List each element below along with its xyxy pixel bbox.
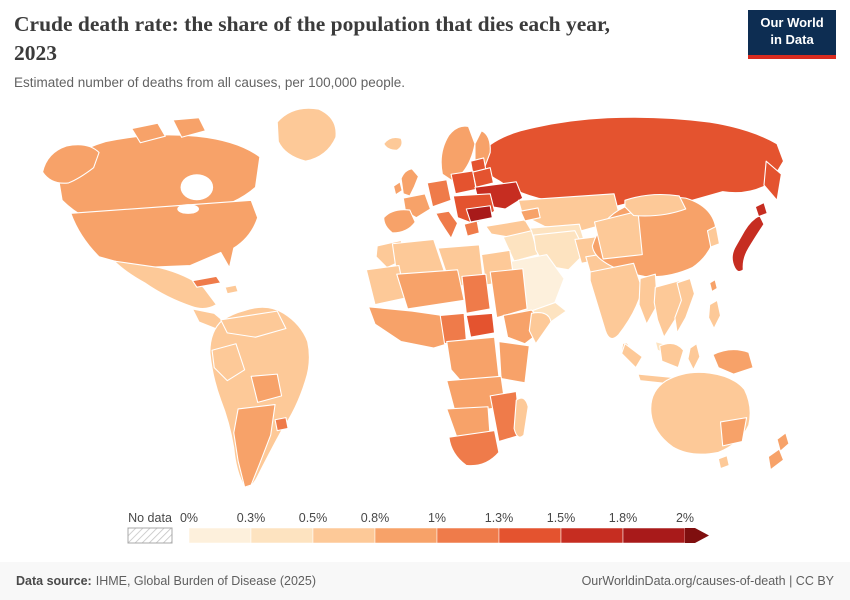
- region-canada-arctic-1[interactable]: [131, 122, 166, 144]
- legend-swatch-0[interactable]: [188, 527, 252, 544]
- region-serbia-bulgaria[interactable]: [465, 205, 493, 223]
- region-sudan[interactable]: [489, 268, 528, 319]
- region-east-africa[interactable]: [498, 341, 530, 384]
- region-australia-southeast[interactable]: [719, 417, 748, 447]
- region-ireland[interactable]: [392, 181, 403, 196]
- region-peru[interactable]: [211, 343, 246, 382]
- region-new-zealand-north[interactable]: [776, 432, 790, 452]
- region-russia[interactable]: [474, 116, 785, 210]
- footer-bar: Data source: IHME, Global Burden of Disea…: [0, 562, 850, 600]
- region-greece[interactable]: [463, 220, 480, 237]
- map-legend: No data 0% 0.3% 0.5% 0.8% 1% 1.3% 1.5% 1…: [120, 510, 730, 552]
- region-iberia[interactable]: [383, 209, 416, 234]
- region-argentina[interactable]: [233, 404, 276, 488]
- region-philippines[interactable]: [708, 299, 722, 330]
- legend-swatch-7[interactable]: [622, 527, 686, 544]
- legend-tick-5: 1.3%: [485, 511, 514, 525]
- region-south-korea[interactable]: [706, 225, 720, 248]
- region-usa[interactable]: [70, 199, 259, 269]
- region-somalia[interactable]: [528, 312, 552, 345]
- region-kamchatka[interactable]: [763, 160, 782, 201]
- region-myanmar[interactable]: [638, 273, 659, 325]
- legend-swatch-5[interactable]: [498, 527, 562, 544]
- region-cuba[interactable]: [191, 275, 222, 288]
- region-vietnam[interactable]: [674, 277, 695, 334]
- legend-tick-1: 0.3%: [237, 511, 266, 525]
- region-scandinavia[interactable]: [440, 125, 476, 182]
- legend-tick-2: 0.5%: [299, 511, 328, 525]
- region-indonesia-sulawesi[interactable]: [687, 343, 701, 371]
- region-south-africa[interactable]: [448, 430, 500, 467]
- chart-header: Crude death rate: the share of the popul…: [14, 10, 730, 90]
- legend-tick-3: 0.8%: [361, 511, 390, 525]
- region-mali-niger[interactable]: [396, 269, 465, 310]
- legend-tick-4: 1%: [428, 511, 446, 525]
- region-bolivia-paraguay[interactable]: [250, 373, 283, 403]
- owid-logo-line1: Our World: [760, 15, 824, 30]
- region-west-china[interactable]: [593, 210, 643, 260]
- region-india[interactable]: [589, 262, 643, 340]
- legend-no-data-swatch[interactable]: [127, 527, 173, 544]
- region-central-african-republic[interactable]: [465, 312, 496, 338]
- region-colombia-venezuela[interactable]: [220, 310, 287, 338]
- region-mauritania[interactable]: [365, 264, 406, 306]
- legend-swatch-4[interactable]: [436, 527, 500, 544]
- region-japan[interactable]: [731, 214, 765, 273]
- legend-swatch-2[interactable]: [312, 527, 376, 544]
- region-central-europe[interactable]: [426, 179, 452, 208]
- world-map: [28, 96, 822, 498]
- region-indonesia-borneo[interactable]: [659, 342, 685, 369]
- legend-swatch-1[interactable]: [250, 527, 314, 544]
- region-nigeria[interactable]: [439, 312, 467, 345]
- region-mexico[interactable]: [113, 260, 217, 310]
- region-canada-arctic-2[interactable]: [172, 117, 207, 138]
- legend-tick-6: 1.5%: [547, 511, 576, 525]
- chart-subtitle: Estimated number of deaths from all caus…: [14, 75, 405, 91]
- region-chad[interactable]: [461, 273, 491, 314]
- footer-link[interactable]: OurWorldinData.org/causes-of-death | CC …: [581, 574, 834, 588]
- region-indonesia-sumatra[interactable]: [621, 343, 643, 369]
- region-alaska[interactable]: [42, 144, 100, 184]
- region-caucasus[interactable]: [520, 207, 541, 222]
- title-line-1: Crude death rate: the share of the popul…: [14, 12, 611, 36]
- region-italy[interactable]: [435, 210, 459, 239]
- region-uk[interactable]: [400, 168, 420, 197]
- legend-swatch-6[interactable]: [560, 527, 624, 544]
- region-japan-hokkaido[interactable]: [754, 201, 768, 218]
- region-greenland[interactable]: [276, 107, 337, 162]
- region-papua-new-guinea[interactable]: [712, 349, 754, 375]
- region-hispaniola[interactable]: [224, 284, 239, 295]
- region-madagascar[interactable]: [513, 397, 529, 438]
- region-new-zealand-south[interactable]: [767, 448, 785, 471]
- title-line-2: 2023: [14, 41, 57, 66]
- legend-tick-0: 0%: [180, 511, 198, 525]
- great-lakes-water: [177, 204, 200, 214]
- legend-tick-7: 1.8%: [609, 511, 638, 525]
- owid-logo[interactable]: Our World in Data: [748, 10, 836, 59]
- region-tasmania[interactable]: [717, 455, 730, 470]
- data-source-label: Data source:: [16, 574, 92, 588]
- owid-logo-line2: in Data: [770, 31, 814, 47]
- data-source-value: IHME, Global Burden of Disease (2025): [95, 574, 316, 588]
- page-title: Crude death rate: the share of the popul…: [14, 10, 730, 68]
- legend-no-data-label: No data: [128, 511, 172, 525]
- hudson-bay-water: [180, 174, 214, 201]
- region-taiwan[interactable]: [709, 279, 718, 293]
- region-iceland[interactable]: [383, 136, 403, 151]
- region-mongolia[interactable]: [624, 193, 687, 217]
- legend-swatch-3[interactable]: [374, 527, 438, 544]
- legend-arrow: [685, 528, 709, 543]
- region-uruguay[interactable]: [274, 417, 289, 432]
- data-source-text: Data source: IHME, Global Burden of Disea…: [16, 574, 316, 588]
- region-poland[interactable]: [450, 170, 477, 195]
- region-belarus[interactable]: [472, 167, 494, 188]
- legend-tick-8: 2%: [676, 511, 694, 525]
